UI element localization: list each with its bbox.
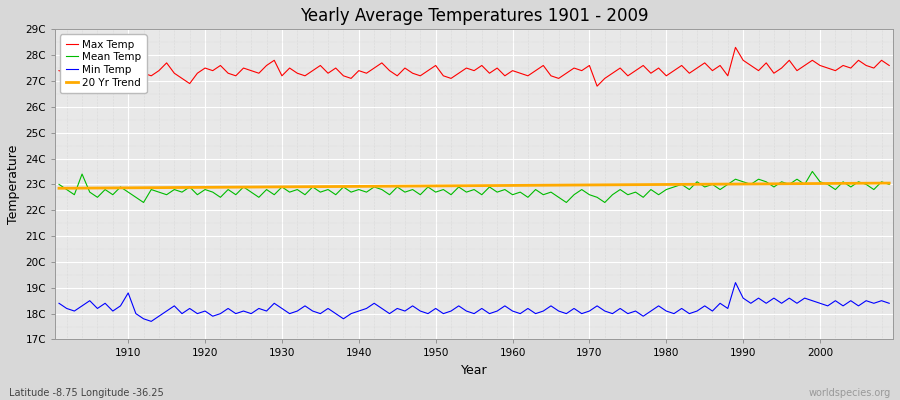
Max Temp xyxy=(115,55,126,60)
Min Temp xyxy=(54,301,65,306)
20 Yr Trend xyxy=(54,186,65,191)
Mean Temp xyxy=(807,169,818,174)
20 Yr Trend xyxy=(507,183,517,188)
Line: Mean Temp: Mean Temp xyxy=(59,172,889,202)
Min Temp xyxy=(115,304,126,308)
20 Yr Trend xyxy=(599,182,610,187)
Max Temp xyxy=(730,45,741,50)
Line: Max Temp: Max Temp xyxy=(59,47,889,86)
Min Temp xyxy=(608,311,618,316)
Mean Temp xyxy=(884,182,895,187)
Mean Temp xyxy=(115,184,126,189)
20 Yr Trend xyxy=(284,184,295,189)
Max Temp xyxy=(500,74,510,78)
Mean Temp xyxy=(507,192,517,197)
Y-axis label: Temperature: Temperature xyxy=(7,145,20,224)
Mean Temp xyxy=(54,182,65,187)
20 Yr Trend xyxy=(500,183,510,188)
20 Yr Trend xyxy=(884,181,895,186)
Text: Latitude -8.75 Longitude -36.25: Latitude -8.75 Longitude -36.25 xyxy=(9,388,164,398)
Line: Min Temp: Min Temp xyxy=(59,283,889,321)
Mean Temp xyxy=(608,192,618,197)
Min Temp xyxy=(146,319,157,324)
20 Yr Trend xyxy=(330,184,341,189)
Min Temp xyxy=(507,309,517,314)
Mean Temp xyxy=(515,190,526,194)
Title: Yearly Average Temperatures 1901 - 2009: Yearly Average Temperatures 1901 - 2009 xyxy=(300,7,648,25)
Max Temp xyxy=(884,63,895,68)
Max Temp xyxy=(284,66,295,70)
Max Temp xyxy=(608,71,618,76)
Max Temp xyxy=(54,68,65,73)
Mean Temp xyxy=(139,200,149,205)
Max Temp xyxy=(591,84,602,88)
Min Temp xyxy=(292,309,302,314)
Mean Temp xyxy=(292,187,302,192)
Text: worldspecies.org: worldspecies.org xyxy=(809,388,891,398)
Max Temp xyxy=(507,68,517,73)
Mean Temp xyxy=(338,184,349,189)
Min Temp xyxy=(730,280,741,285)
Max Temp xyxy=(330,66,341,70)
X-axis label: Year: Year xyxy=(461,364,488,377)
20 Yr Trend xyxy=(115,186,126,190)
Min Temp xyxy=(515,311,526,316)
Min Temp xyxy=(884,301,895,306)
Min Temp xyxy=(338,316,349,321)
Legend: Max Temp, Mean Temp, Min Temp, 20 Yr Trend: Max Temp, Mean Temp, Min Temp, 20 Yr Tre… xyxy=(60,34,147,93)
Line: 20 Yr Trend: 20 Yr Trend xyxy=(59,183,889,188)
